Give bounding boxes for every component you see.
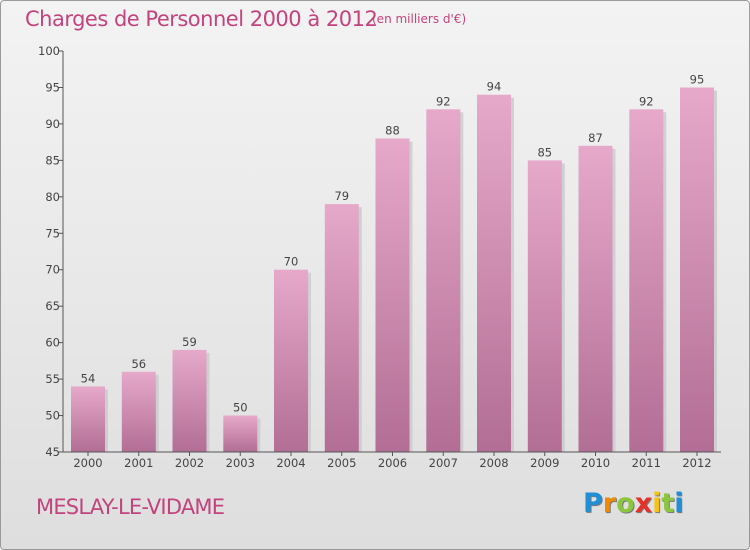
y-tick-label: 85 bbox=[45, 153, 60, 167]
x-tick-label: 2004 bbox=[276, 456, 305, 470]
bar-value-label: 92 bbox=[436, 94, 451, 108]
logo-letter: o bbox=[616, 488, 635, 519]
logo-letter: i bbox=[674, 488, 684, 519]
bars-layer: 54 56 59 50 70 79 88 92 94 85 87 92 95 bbox=[71, 73, 717, 453]
x-tick-label: 2008 bbox=[479, 456, 508, 470]
y-tick-label: 70 bbox=[45, 263, 60, 277]
bar-value-label: 95 bbox=[690, 73, 705, 87]
x-tick-label: 2009 bbox=[530, 456, 559, 470]
bar-value-label: 79 bbox=[334, 189, 349, 203]
y-tick-label: 75 bbox=[45, 226, 60, 240]
bar-value-label: 87 bbox=[588, 131, 603, 145]
bar bbox=[172, 349, 207, 452]
x-tick-label: 2003 bbox=[226, 456, 255, 470]
bar bbox=[477, 94, 511, 452]
bar-value-label: 50 bbox=[233, 401, 248, 415]
y-tick-label: 65 bbox=[45, 299, 60, 313]
bar bbox=[578, 145, 613, 453]
bar-value-label: 54 bbox=[81, 371, 96, 385]
x-tick-label: 2010 bbox=[581, 456, 610, 470]
chart-title: Charges de Personnel 2000 à 2012 bbox=[25, 7, 378, 31]
y-tick-label: 90 bbox=[45, 117, 60, 131]
y-tick-label: 60 bbox=[45, 336, 60, 350]
logo-letter: i bbox=[652, 488, 662, 519]
logo-letter: r bbox=[602, 488, 617, 519]
x-tick-label: 2007 bbox=[429, 456, 458, 470]
chart-subtitle: (en milliers d'€) bbox=[372, 12, 467, 26]
x-tick-label: 2006 bbox=[378, 456, 407, 470]
x-tick-label: 2005 bbox=[327, 456, 356, 470]
bar-value-label: 88 bbox=[385, 124, 400, 138]
logo-letter: t bbox=[661, 488, 675, 519]
bar bbox=[629, 109, 664, 453]
bar bbox=[71, 386, 105, 452]
logo-letter: P bbox=[583, 488, 603, 519]
bar-value-label: 85 bbox=[537, 145, 552, 159]
y-tick-label: 100 bbox=[38, 44, 60, 58]
x-tick-label: 2012 bbox=[682, 456, 711, 470]
bar bbox=[274, 269, 308, 452]
x-tick-label: 2002 bbox=[175, 456, 204, 470]
x-tick-label: 2001 bbox=[124, 456, 153, 470]
bar-value-label: 56 bbox=[131, 357, 146, 371]
bar-value-label: 92 bbox=[639, 94, 654, 108]
bar bbox=[527, 160, 562, 452]
proxiti-logo: Proxiti bbox=[583, 488, 684, 519]
commune-name: MESLAY-LE-VIDAME bbox=[36, 495, 225, 519]
y-tick-label: 55 bbox=[45, 372, 60, 386]
bar bbox=[223, 415, 258, 452]
axes-layer: 45 50 55 60 65 70 75 80 85 90 95 100 2000 2001 2002 200… bbox=[38, 44, 721, 470]
bar-value-label: 59 bbox=[182, 335, 197, 349]
x-tick-label: 2011 bbox=[632, 456, 661, 470]
bar bbox=[426, 109, 461, 453]
y-tick-label: 80 bbox=[45, 190, 60, 204]
bar bbox=[324, 204, 359, 452]
bar-value-label: 70 bbox=[284, 255, 299, 269]
bar bbox=[121, 371, 156, 452]
y-tick-label: 95 bbox=[45, 81, 60, 95]
logo-letter: x bbox=[634, 488, 653, 519]
bar-value-label: 94 bbox=[487, 80, 502, 94]
y-tick-label: 45 bbox=[45, 445, 60, 459]
bar bbox=[375, 138, 410, 452]
x-tick-label: 2000 bbox=[73, 456, 102, 470]
y-tick-label: 50 bbox=[45, 409, 60, 423]
bar bbox=[680, 87, 714, 452]
